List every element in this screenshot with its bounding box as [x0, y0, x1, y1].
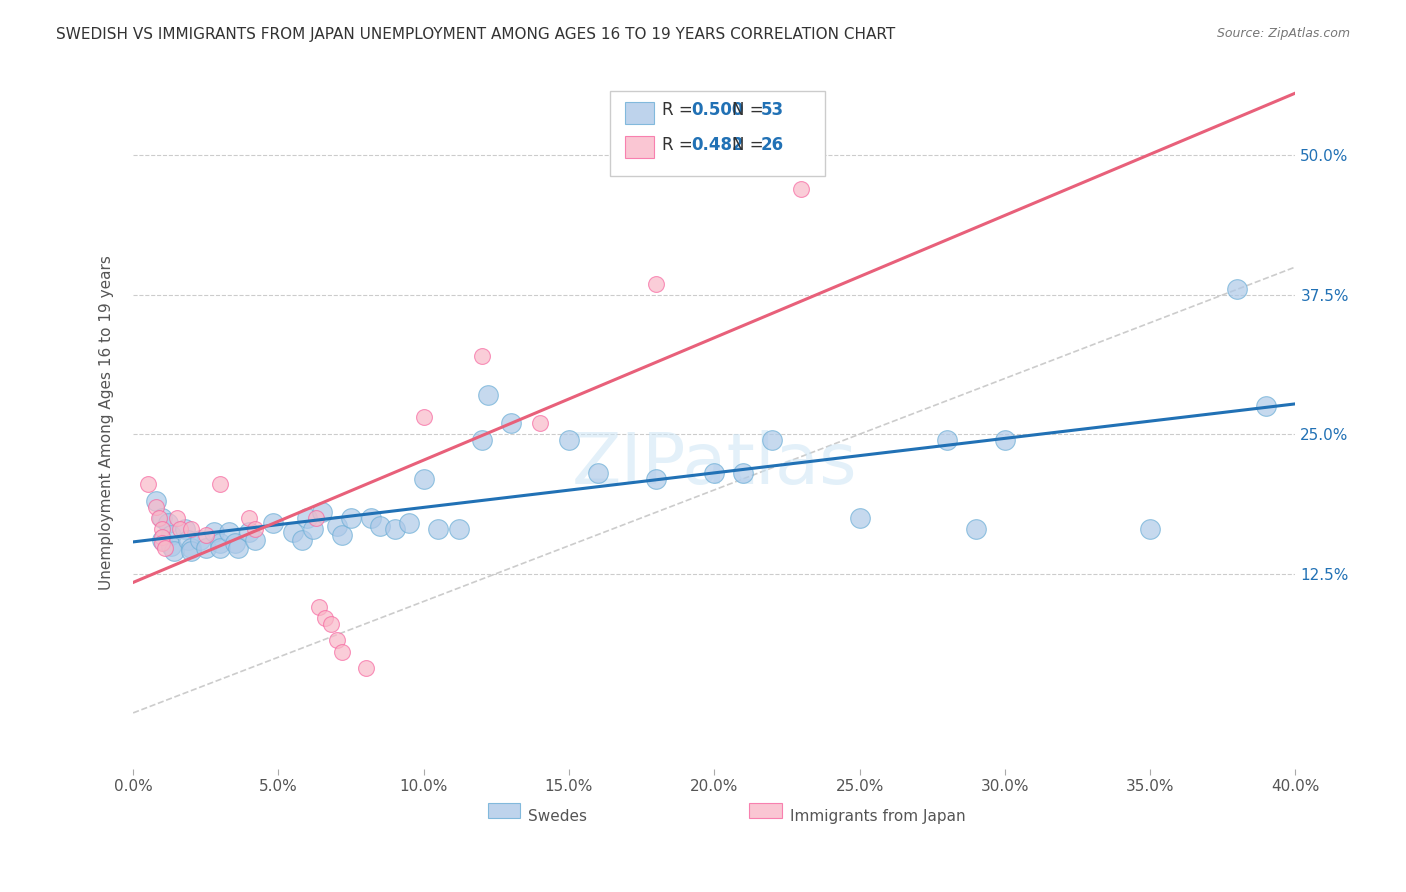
Text: Swedes: Swedes: [529, 809, 588, 823]
Text: N =: N =: [731, 136, 769, 153]
Point: [145, 494, 167, 508]
Point: [150, 536, 173, 550]
FancyBboxPatch shape: [749, 803, 782, 818]
Point: [226, 541, 249, 555]
Point: [180, 522, 202, 536]
Point: [471, 349, 494, 363]
Point: [645, 277, 668, 291]
Point: [209, 536, 232, 550]
Point: [302, 522, 325, 536]
Text: 26: 26: [761, 136, 785, 153]
Point: [398, 516, 420, 531]
Point: [1226, 282, 1249, 296]
FancyBboxPatch shape: [624, 102, 654, 124]
Point: [166, 510, 188, 524]
Point: [1139, 522, 1161, 536]
Point: [447, 522, 470, 536]
Point: [136, 477, 159, 491]
Point: [150, 510, 173, 524]
Text: R =: R =: [662, 136, 697, 153]
Point: [499, 416, 522, 430]
Point: [156, 516, 179, 531]
Point: [412, 472, 434, 486]
Point: [194, 541, 217, 555]
Point: [188, 533, 211, 547]
Point: [368, 518, 391, 533]
Point: [311, 505, 333, 519]
Point: [150, 522, 173, 536]
Point: [160, 539, 183, 553]
Point: [471, 433, 494, 447]
Text: 53: 53: [761, 101, 785, 119]
Point: [330, 644, 353, 658]
Point: [194, 527, 217, 541]
Point: [586, 467, 609, 481]
Point: [177, 533, 200, 547]
Point: [325, 633, 347, 648]
Point: [238, 525, 260, 540]
Point: [204, 525, 226, 540]
Point: [354, 661, 377, 675]
Point: [325, 518, 347, 533]
Point: [558, 433, 581, 447]
Text: 0.500: 0.500: [690, 101, 744, 119]
Text: 0.482: 0.482: [690, 136, 744, 153]
Point: [180, 544, 202, 558]
Point: [703, 467, 725, 481]
Point: [209, 541, 232, 555]
Point: [262, 516, 284, 531]
Point: [733, 467, 755, 481]
Point: [150, 533, 173, 547]
Point: [180, 541, 202, 555]
Point: [319, 616, 342, 631]
Point: [790, 182, 813, 196]
Point: [308, 599, 330, 614]
Point: [160, 527, 183, 541]
Point: [412, 410, 434, 425]
FancyBboxPatch shape: [488, 803, 520, 818]
FancyBboxPatch shape: [610, 91, 825, 176]
Point: [209, 477, 232, 491]
Text: Source: ZipAtlas.com: Source: ZipAtlas.com: [1216, 27, 1350, 40]
Point: [238, 510, 260, 524]
Point: [384, 522, 406, 536]
Point: [148, 510, 170, 524]
Point: [645, 472, 668, 486]
Point: [848, 510, 870, 524]
Point: [529, 416, 551, 430]
Y-axis label: Unemployment Among Ages 16 to 19 years: Unemployment Among Ages 16 to 19 years: [100, 256, 114, 591]
Point: [150, 530, 173, 544]
Text: SWEDISH VS IMMIGRANTS FROM JAPAN UNEMPLOYMENT AMONG AGES 16 TO 19 YEARS CORRELAT: SWEDISH VS IMMIGRANTS FROM JAPAN UNEMPLO…: [56, 27, 896, 42]
Point: [1256, 400, 1278, 414]
Point: [153, 541, 176, 555]
Point: [965, 522, 987, 536]
Point: [761, 433, 783, 447]
Point: [297, 510, 319, 524]
Point: [330, 527, 353, 541]
Point: [360, 510, 382, 524]
Point: [314, 611, 336, 625]
Point: [935, 433, 957, 447]
Point: [169, 522, 191, 536]
Point: [994, 433, 1017, 447]
Point: [477, 388, 499, 402]
Point: [224, 536, 246, 550]
Point: [281, 525, 304, 540]
Text: N =: N =: [731, 101, 769, 119]
Text: R =: R =: [662, 101, 697, 119]
Point: [291, 533, 314, 547]
FancyBboxPatch shape: [624, 136, 654, 158]
Point: [243, 533, 266, 547]
Point: [340, 510, 363, 524]
Point: [163, 544, 186, 558]
Point: [427, 522, 450, 536]
Point: [305, 510, 328, 524]
Point: [174, 522, 197, 536]
Point: [145, 500, 167, 514]
Text: Immigrants from Japan: Immigrants from Japan: [790, 809, 966, 823]
Point: [243, 522, 266, 536]
Point: [218, 525, 240, 540]
Text: ZIPatlas: ZIPatlas: [571, 430, 858, 499]
